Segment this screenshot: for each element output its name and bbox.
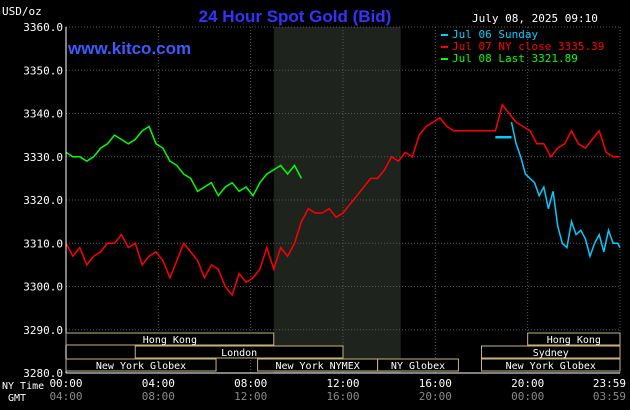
x-tick-label-ny: 23:59 [593, 377, 626, 390]
series-line-1 [65, 103, 620, 297]
series-line-0 [510, 122, 621, 259]
session-band-label: Hong Kong [143, 335, 197, 346]
session-band [134, 345, 344, 359]
x-tick-label-ny: 00:00 [49, 377, 82, 390]
x-tick-label-ny: 16:00 [419, 377, 452, 390]
y-tick-label: 3290.0 [23, 324, 63, 337]
session-band [65, 332, 275, 346]
axis-layer: 3360.0 3350.0 3340.0 3330.0 3320.0 3310.0 3300… [23, 21, 626, 403]
session-band-layer: Hong Kong London New York Globex New York N… [65, 332, 621, 372]
y-tick-label: 3340.0 [23, 108, 63, 121]
y-tick-label: 3310.0 [23, 237, 63, 250]
session-band [527, 332, 621, 346]
legend-swatch-jul06 [441, 34, 448, 36]
x-tick-label-ny: 12:00 [326, 377, 359, 390]
series-layer [65, 103, 621, 297]
date-time-label: July 08, 2025 09:10 [472, 12, 598, 25]
session-band-label: New York Globex [506, 361, 596, 372]
legend: Jul 06 Sunday Jul 07 NY close 3335.39 Ju… [441, 28, 604, 65]
session-band [481, 358, 621, 372]
x-tick-label-gmt: 12:00 [234, 390, 267, 403]
x-axis-ny-prefix: NY Time [2, 381, 44, 392]
series-line-2 [65, 125, 303, 198]
unit-label: USD/oz [2, 5, 42, 18]
y-tick-label: 3300.0 [23, 281, 63, 294]
y-tick-label: 3320.0 [23, 194, 63, 207]
session-band [65, 358, 217, 372]
session-band-label: New York NYMEX [275, 361, 359, 372]
x-tick-label-gmt: 04:00 [49, 390, 82, 403]
y-tick-label: 3330.0 [23, 151, 63, 164]
legend-entry-jul07: Jul 07 NY close 3335.39 [452, 40, 604, 53]
legend-entry-jul08: Jul 08 Last 3321.89 [452, 52, 578, 65]
x-tick-label-gmt: 08:00 [142, 390, 175, 403]
x-tick-label-gmt: 20:00 [419, 390, 452, 403]
session-band-label: Hong Kong [547, 335, 601, 346]
y-tick-label: 3280.0 [23, 367, 63, 380]
x-tick-label-gmt: 16:00 [326, 390, 359, 403]
x-tick-label-ny: 20:00 [511, 377, 544, 390]
session-band-label: NY Globex [391, 361, 445, 372]
chart-title: 24 Hour Spot Gold (Bid) [199, 7, 392, 26]
legend-swatch-jul08 [441, 58, 448, 60]
x-axis-gmt-prefix: GMT [8, 393, 26, 404]
x-tick-label-gmt: 00:00 [511, 390, 544, 403]
legend-entry-jul06: Jul 06 Sunday [452, 28, 538, 41]
session-band-label: Sydney [533, 348, 569, 359]
session-band-label: London [221, 348, 257, 359]
session-band-label: New York Globex [96, 361, 186, 372]
x-tick-label-ny: 08:00 [234, 377, 267, 390]
y-tick-label: 3350.0 [23, 64, 63, 77]
session-band [377, 358, 459, 372]
x-tick-label-ny: 04:00 [142, 377, 175, 390]
y-tick-label: 3360.0 [23, 21, 63, 34]
session-band [481, 345, 621, 359]
site-url-label: www.kitco.com [67, 39, 191, 58]
x-tick-label-gmt: 03:59 [593, 390, 626, 403]
legend-swatch-jul07 [441, 46, 448, 48]
